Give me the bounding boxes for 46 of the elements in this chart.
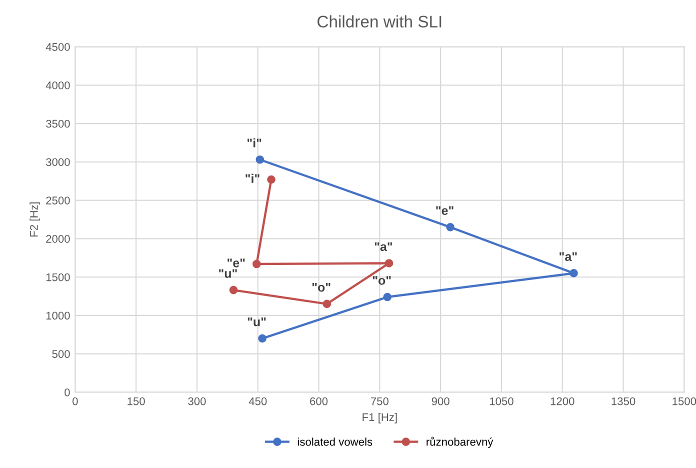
x-tick-label: 300 xyxy=(188,397,206,406)
x-tick-label: 1200 xyxy=(550,397,574,406)
x-tick-label: 0 xyxy=(72,397,78,406)
point xyxy=(383,292,392,302)
x-tick-label: 1050 xyxy=(490,397,514,406)
annotation: "e" xyxy=(228,258,245,268)
x-tick-label: 900 xyxy=(432,397,450,406)
point xyxy=(229,286,238,294)
chart-title: Children with SLI xyxy=(318,15,442,28)
x-tick-label: 750 xyxy=(370,397,389,406)
x-axis-title: F1 [Hz] xyxy=(362,412,397,424)
annotation: "a" xyxy=(560,252,577,262)
y-tick-label: 2000 xyxy=(46,234,70,243)
y-tick-label: 2500 xyxy=(46,196,70,204)
x-tick-label: 1350 xyxy=(612,397,636,406)
y-tick-label: 1000 xyxy=(46,312,70,320)
x-tick-label: 150 xyxy=(128,397,145,406)
annotation: "u" xyxy=(248,318,266,326)
y-tick-label: 0 xyxy=(64,388,70,396)
point xyxy=(256,155,264,164)
point xyxy=(267,175,276,184)
point xyxy=(384,259,394,268)
x-tick-label: 1500 xyxy=(672,397,696,406)
point xyxy=(252,260,261,268)
point xyxy=(322,300,332,308)
annotation: "e" xyxy=(436,206,454,215)
y-tick-label: 4500 xyxy=(46,43,70,51)
y-tick-label: 1500 xyxy=(46,273,70,282)
annotation: "o" xyxy=(372,276,391,285)
legend-label: isolated vowels xyxy=(298,438,372,446)
annotation: "a" xyxy=(374,242,392,252)
x-tick-label: 450 xyxy=(248,397,267,406)
annotation: "o" xyxy=(312,283,330,292)
y-axis-title: F2 [Hz] xyxy=(30,202,40,236)
y-tick-label: 3000 xyxy=(46,158,70,166)
legend-label: různobarevný xyxy=(426,436,494,448)
y-tick-label: 500 xyxy=(52,350,70,358)
y-tick-label: 4000 xyxy=(46,81,70,90)
annotation: "i" xyxy=(246,174,260,183)
point xyxy=(570,269,578,278)
annotation: "u" xyxy=(219,269,237,278)
y-tick-label: 3500 xyxy=(46,120,70,128)
point xyxy=(258,334,266,343)
point xyxy=(446,223,454,232)
annotation: "i" xyxy=(248,138,262,148)
x-tick-label: 600 xyxy=(310,397,328,406)
